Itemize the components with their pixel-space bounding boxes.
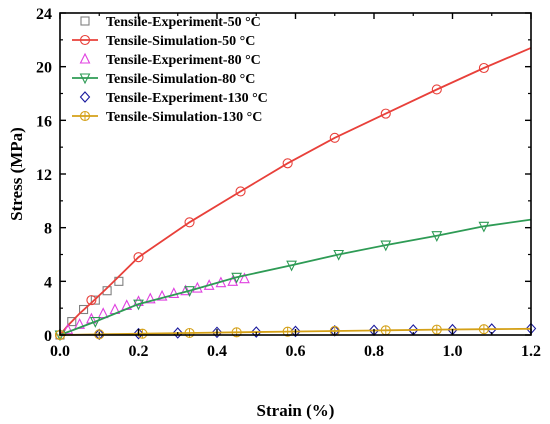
legend-marker [79, 91, 91, 103]
axes: 0.0 0.2 0.4 0.6 0.8 1.0 1.2 0 4 8 12 16 20 24 Strain (… [7, 6, 541, 420]
data-point [478, 221, 490, 233]
legend-label: Tensile-Experiment-130 °C [106, 91, 268, 106]
data-point [478, 62, 489, 74]
legend-entry: Tensile-Experiment-50 °C [80, 15, 261, 30]
x-tick-label: 0.0 [50, 343, 70, 360]
data-point [184, 327, 195, 339]
data-point [329, 132, 340, 143]
data-point [184, 217, 195, 228]
series-2 [62, 272, 250, 335]
data-point [172, 327, 183, 339]
legend-label: Tensile-Simulation-50 °C [106, 34, 255, 49]
data-point [156, 289, 168, 301]
x-tick-label: 0.4 [207, 343, 227, 360]
data-point [431, 324, 442, 335]
series-3 [54, 218, 532, 342]
data-point [133, 252, 144, 263]
data-point [133, 295, 144, 307]
legend-entry: Tensile-Simulation-130 °C [72, 110, 262, 125]
legend-entry: Tensile-Experiment-80 °C [79, 52, 261, 68]
x-axis-title: Strain (%) [257, 401, 335, 420]
data-point [79, 304, 89, 315]
data-point [231, 272, 243, 284]
legend: Tensile-Experiment-50 °C Tensile-Simulati… [72, 15, 268, 125]
data-point [137, 328, 148, 339]
y-axis-title: Stress (MPa) [7, 127, 26, 221]
y-tick-label: 0 [44, 328, 52, 345]
legend-marker [79, 34, 91, 46]
data-point [380, 240, 392, 252]
y-tick-label: 12 [36, 167, 52, 184]
legend-entry: Tensile-Simulation-80 °C [72, 72, 255, 87]
series-line [59, 47, 532, 336]
data-point [62, 323, 74, 335]
data-point [478, 324, 489, 335]
data-point [90, 295, 100, 305]
legend-marker [79, 73, 91, 85]
plot-area [54, 47, 537, 342]
y-tick-label: 24 [36, 6, 52, 23]
data-point [380, 108, 391, 119]
data-point [227, 275, 239, 286]
y-tick-label: 16 [36, 113, 52, 130]
data-point [239, 272, 250, 284]
series-5 [54, 324, 532, 341]
legend-label: Tensile-Simulation-80 °C [106, 72, 255, 87]
data-point [168, 287, 180, 298]
data-point [86, 295, 97, 306]
x-tick-label: 1.2 [521, 343, 541, 360]
x-tick-label: 1.0 [443, 343, 463, 360]
legend-marker [79, 110, 91, 122]
legend-marker [79, 52, 91, 64]
data-point [211, 326, 223, 339]
data-point [282, 158, 293, 169]
data-point [133, 327, 144, 340]
data-point [67, 317, 77, 327]
data-point [333, 249, 345, 261]
data-point [286, 260, 297, 272]
series-line [59, 218, 532, 336]
legend-marker [80, 16, 90, 26]
legend-entry: Tensile-Experiment-130 °C [79, 91, 268, 106]
data-point [251, 326, 262, 338]
legend-entry: Tensile-Simulation-50 °C [72, 34, 255, 49]
data-point [144, 292, 156, 304]
data-point [431, 84, 442, 95]
x-tick-label: 0.8 [364, 343, 384, 360]
legend-label: Tensile-Simulation-130 °C [106, 110, 262, 125]
x-tick-label: 0.6 [286, 343, 306, 360]
legend-label: Tensile-Experiment-50 °C [106, 15, 261, 30]
data-point [380, 325, 391, 336]
y-tick-label: 8 [44, 221, 52, 238]
data-point [133, 299, 144, 311]
data-point [89, 317, 101, 328]
data-point [184, 286, 195, 297]
data-point [235, 186, 246, 197]
y-tick-label: 4 [44, 274, 52, 291]
data-point [290, 325, 301, 338]
x-tick-label: 0.2 [129, 343, 149, 360]
legend-label: Tensile-Experiment-80 °C [106, 53, 261, 68]
y-tick-label: 20 [36, 60, 52, 77]
data-point [431, 231, 443, 242]
series-1 [54, 47, 532, 341]
